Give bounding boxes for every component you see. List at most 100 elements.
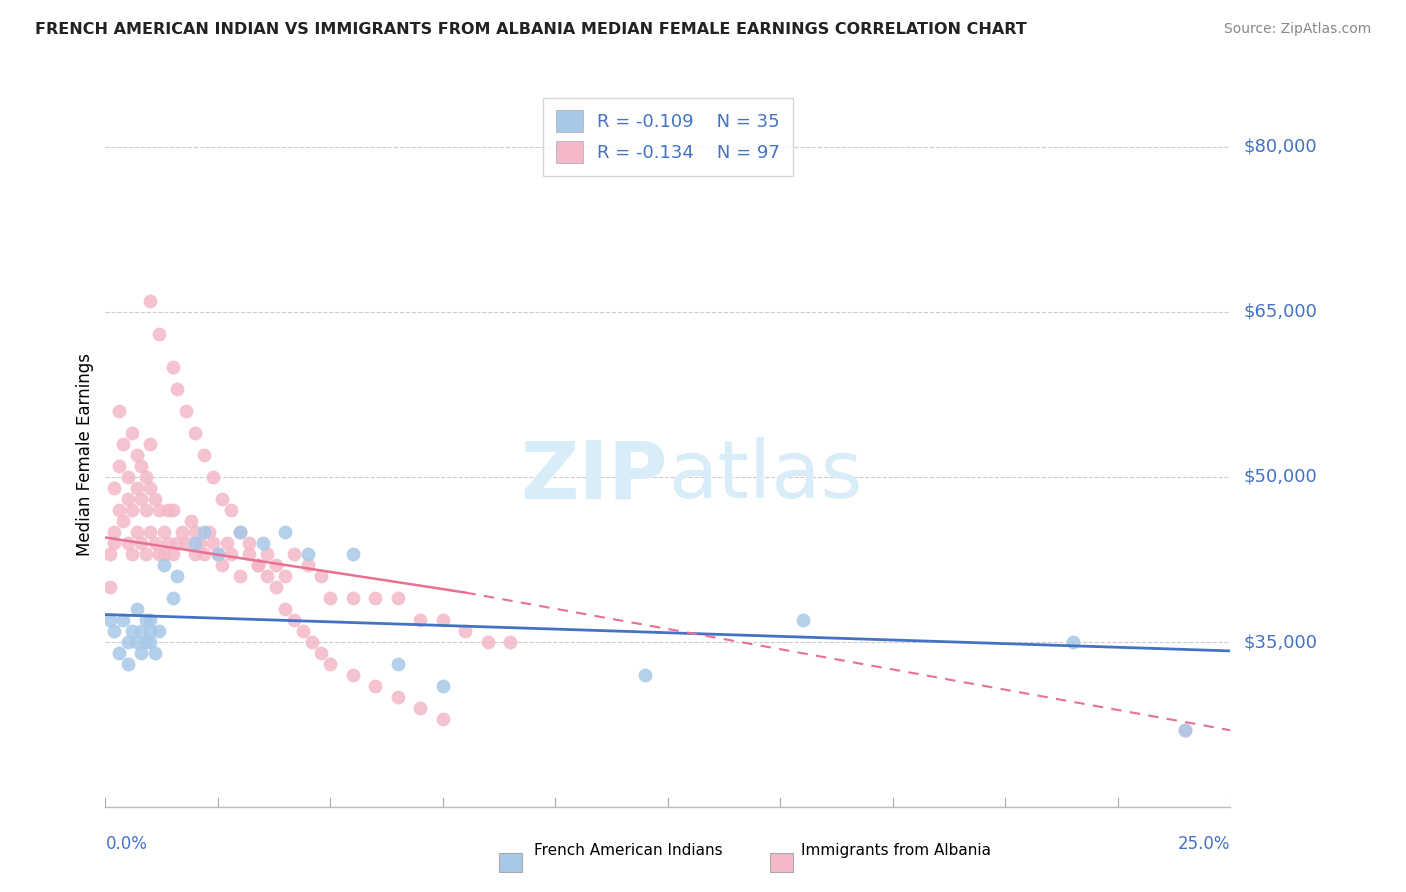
Point (202, 536, 225, 550)
Point (153, 524, 176, 539)
Point (121, 547, 143, 561)
Point (387, 690, 409, 705)
Point (477, 635, 499, 649)
Point (143, 536, 166, 550)
Point (247, 558, 270, 572)
Point (311, 569, 333, 583)
Point (157, 536, 180, 550)
Point (103, 524, 125, 539)
Point (162, 591, 184, 605)
Text: French American Indians: French American Indians (534, 843, 723, 858)
Point (108, 458, 131, 473)
Point (108, 404, 131, 418)
Point (252, 536, 274, 550)
Point (229, 524, 252, 539)
Point (454, 624, 477, 639)
Point (176, 404, 198, 418)
Point (1174, 723, 1197, 738)
Point (409, 701, 432, 715)
Point (139, 437, 162, 451)
Point (103, 624, 125, 639)
Point (139, 524, 162, 539)
Point (131, 458, 153, 473)
Point (131, 646, 153, 660)
Point (229, 524, 252, 539)
Point (432, 712, 454, 726)
Point (148, 503, 170, 517)
Point (229, 569, 252, 583)
Text: ZIP: ZIP (520, 437, 668, 515)
Point (139, 613, 162, 627)
Point (162, 547, 184, 561)
Text: Immigrants from Albania: Immigrants from Albania (801, 843, 991, 858)
Point (143, 491, 166, 506)
Point (792, 613, 814, 627)
Point (117, 657, 139, 672)
Point (1174, 723, 1197, 738)
Point (188, 536, 211, 550)
Point (125, 481, 148, 495)
Point (162, 503, 184, 517)
Point (283, 613, 305, 627)
Point (202, 470, 225, 484)
Text: 0.0%: 0.0% (105, 835, 148, 853)
Point (634, 668, 657, 682)
Point (131, 624, 153, 639)
Point (125, 524, 148, 539)
Point (387, 657, 409, 672)
Point (108, 646, 131, 660)
Point (153, 558, 176, 572)
Point (221, 503, 243, 517)
Point (184, 524, 207, 539)
Point (170, 524, 193, 539)
Point (238, 547, 260, 561)
Point (176, 536, 198, 550)
Point (143, 646, 166, 660)
Point (432, 679, 454, 693)
Point (112, 613, 135, 627)
Y-axis label: Median Female Earnings: Median Female Earnings (76, 353, 94, 557)
Point (148, 326, 170, 341)
Text: $65,000: $65,000 (1244, 302, 1317, 321)
Point (148, 547, 170, 561)
Point (103, 481, 125, 495)
Point (131, 536, 153, 550)
Point (274, 524, 297, 539)
Point (135, 470, 157, 484)
Point (256, 569, 278, 583)
Point (387, 591, 409, 605)
Point (266, 558, 288, 572)
Point (292, 624, 315, 639)
Point (256, 547, 278, 561)
Point (135, 635, 157, 649)
Point (157, 503, 180, 517)
Point (166, 569, 188, 583)
Point (121, 503, 143, 517)
Point (238, 536, 260, 550)
Point (108, 503, 131, 517)
Point (162, 359, 184, 374)
Point (139, 481, 162, 495)
Point (207, 547, 229, 561)
Point (364, 679, 387, 693)
Point (211, 491, 233, 506)
Point (193, 547, 215, 561)
Point (148, 624, 170, 639)
Point (266, 580, 288, 594)
Point (121, 624, 143, 639)
Legend: R = -0.109    N = 35, R = -0.134    N = 97: R = -0.109 N = 35, R = -0.134 N = 97 (543, 97, 793, 176)
Point (125, 602, 148, 616)
Point (207, 547, 229, 561)
Point (112, 514, 135, 528)
Point (211, 558, 233, 572)
Point (193, 524, 215, 539)
Point (139, 293, 162, 308)
Text: $35,000: $35,000 (1244, 633, 1317, 651)
Point (139, 635, 162, 649)
Point (112, 437, 135, 451)
Point (117, 470, 139, 484)
Point (297, 547, 319, 561)
Point (184, 536, 207, 550)
Point (499, 635, 522, 649)
Point (117, 491, 139, 506)
